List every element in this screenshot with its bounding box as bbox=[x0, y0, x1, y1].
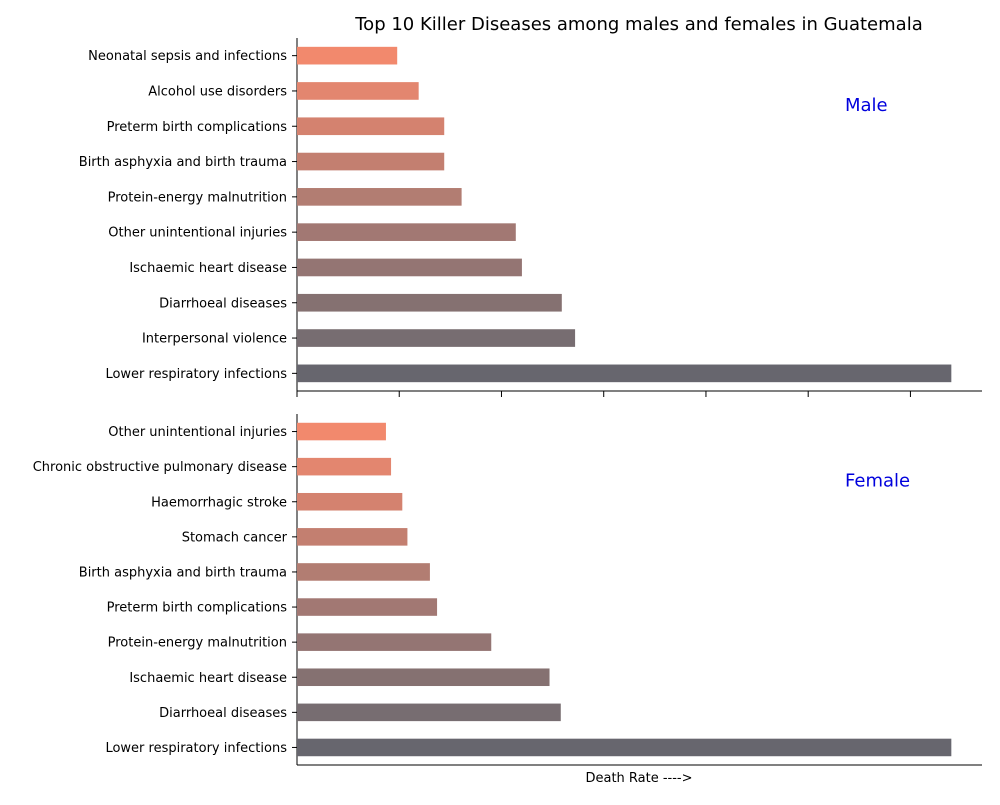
bar-male-5 bbox=[297, 188, 462, 206]
panel-male: Lower respiratory infections Interpersona… bbox=[79, 38, 982, 397]
category-label-female-4: Preterm birth complications bbox=[107, 601, 288, 616]
x-axis-label: Death Rate ----> bbox=[585, 771, 692, 786]
bar-female-6 bbox=[297, 528, 408, 546]
bar-male-7 bbox=[297, 117, 445, 136]
bar-male-8 bbox=[297, 82, 419, 100]
bar-female-9 bbox=[297, 422, 386, 441]
bar-female-0 bbox=[297, 738, 952, 757]
bar-male-6 bbox=[297, 152, 445, 171]
category-label-male-8: Alcohol use disorders bbox=[148, 84, 287, 99]
category-label-male-0: Lower respiratory infections bbox=[105, 367, 287, 382]
panel-female: Lower respiratory infections Diarrhoeal d… bbox=[33, 414, 982, 766]
category-label-male-9: Neonatal sepsis and infections bbox=[88, 49, 287, 64]
bar-female-4 bbox=[297, 598, 438, 616]
category-label-male-6: Birth asphyxia and birth trauma bbox=[79, 155, 287, 170]
bar-male-1 bbox=[297, 329, 576, 347]
category-label-female-5: Birth asphyxia and birth trauma bbox=[79, 565, 287, 580]
category-label-female-3: Protein-energy malnutrition bbox=[108, 636, 287, 651]
bar-male-0 bbox=[297, 364, 952, 383]
bar-male-9 bbox=[297, 46, 398, 65]
bar-female-2 bbox=[297, 668, 550, 687]
category-label-female-9: Other unintentional injuries bbox=[108, 425, 287, 440]
chart-title: Top 10 Killer Diseases among males and f… bbox=[354, 14, 922, 35]
category-label-male-5: Protein-energy malnutrition bbox=[108, 190, 287, 205]
panel-label-male: Male bbox=[845, 95, 888, 116]
bar-male-2 bbox=[297, 293, 562, 312]
category-label-male-7: Preterm birth complications bbox=[107, 120, 288, 135]
bar-female-5 bbox=[297, 563, 430, 581]
category-label-female-7: Haemorrhagic stroke bbox=[151, 495, 287, 510]
category-label-male-2: Diarrhoeal diseases bbox=[159, 296, 287, 311]
category-label-male-4: Other unintentional injuries bbox=[108, 226, 287, 241]
bar-female-1 bbox=[297, 703, 561, 722]
category-label-male-1: Interpersonal violence bbox=[142, 332, 287, 347]
bar-female-7 bbox=[297, 492, 403, 511]
category-label-female-2: Ischaemic heart disease bbox=[129, 671, 287, 686]
bar-female-3 bbox=[297, 633, 492, 651]
category-label-female-8: Chronic obstructive pulmonary disease bbox=[33, 460, 287, 475]
category-label-female-1: Diarrhoeal diseases bbox=[159, 706, 287, 721]
bar-male-3 bbox=[297, 258, 522, 277]
bar-male-4 bbox=[297, 223, 516, 241]
bar-female-8 bbox=[297, 457, 392, 476]
category-label-female-0: Lower respiratory infections bbox=[105, 741, 287, 756]
panel-label-female: Female bbox=[845, 471, 910, 492]
category-label-female-6: Stomach cancer bbox=[182, 530, 288, 545]
category-label-male-3: Ischaemic heart disease bbox=[129, 261, 287, 276]
